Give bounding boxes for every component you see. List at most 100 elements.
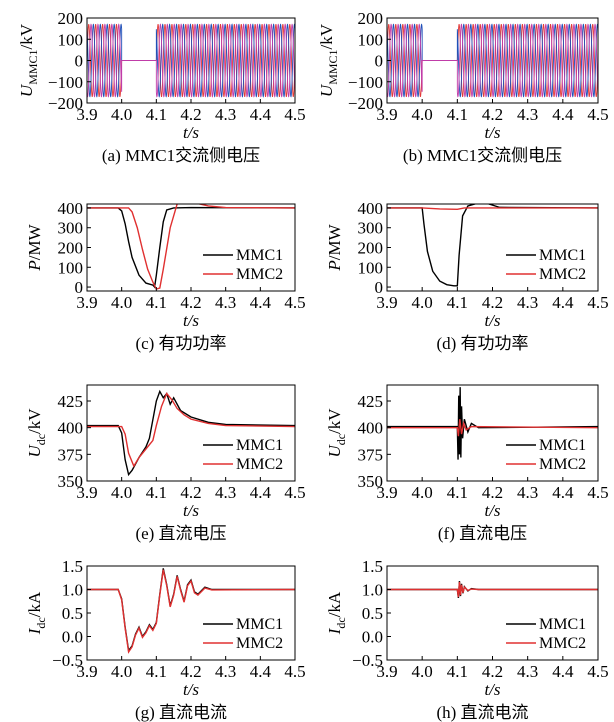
plot-area-a — [87, 23, 295, 98]
x-axis-label-h: t/s — [484, 680, 500, 699]
series-line-d-mmc1 — [387, 204, 598, 287]
x-tick-label-f-3: 4.2 — [482, 483, 503, 502]
y-axis-label-unit-a: /kV — [17, 23, 36, 49]
x-tick-label-a-2: 4.1 — [146, 105, 167, 124]
series-line-d-mmc2 — [387, 207, 598, 211]
x-tick-label-b-1: 4.0 — [412, 105, 433, 124]
y-tick-label-e-1: 400 — [58, 419, 84, 438]
y-axis-label-sub-g: dc — [34, 617, 48, 628]
x-axis-label-g: t/s — [183, 680, 199, 699]
legend-label-e-0: MMC1 — [236, 437, 283, 454]
y-tick-label-f-0: 425 — [358, 392, 384, 411]
legend-label-e-1: MMC2 — [236, 456, 283, 473]
y-tick-label-a-1: 100 — [58, 30, 84, 49]
x-tick-label-g-6: 4.5 — [284, 662, 305, 681]
x-tick-label-c-3: 4.2 — [180, 293, 201, 312]
plot-area-f — [387, 387, 598, 460]
x-tick-label-d-3: 4.2 — [482, 293, 503, 312]
x-axis-label-c: t/s — [183, 311, 199, 330]
panel-caption-b: (b) MMC1交流侧电压 — [403, 146, 562, 165]
y-tick-label-c-3: 100 — [58, 258, 84, 277]
legend-label-g-0: MMC1 — [236, 616, 283, 633]
plot-area-g — [87, 568, 295, 654]
y-axis-label-unit-h: /kA — [325, 591, 344, 617]
y-tick-label-c-1: 300 — [58, 219, 84, 238]
x-tick-label-g-1: 4.0 — [111, 662, 132, 681]
y-axis-label-unit-f: /kV — [325, 408, 344, 434]
x-tick-label-c-0: 3.9 — [76, 293, 97, 312]
x-tick-label-h-4: 4.3 — [517, 662, 538, 681]
x-tick-label-e-0: 3.9 — [76, 483, 97, 502]
panel-b: 3.9 4.0 4.1 4.2 4.3 4.4 4.5 200 100 0 −100 −200 t/s U… — [317, 9, 609, 165]
plot-area-h — [387, 580, 598, 599]
x-tick-label-b-5: 4.4 — [552, 105, 574, 124]
y-tick-label-d-1: 300 — [358, 219, 384, 238]
y-axis-label-f: Udc/kV — [325, 408, 348, 458]
legend-label-g-1: MMC2 — [236, 635, 283, 652]
x-tick-label-e-1: 4.0 — [111, 483, 132, 502]
legend-label-f-1: MMC2 — [539, 456, 586, 473]
series-line-a-phase-0 — [87, 24, 295, 97]
y-tick-label-c-4: 0 — [75, 278, 84, 297]
y-axis-label-c: P/MW — [25, 223, 44, 271]
x-axis-label-b: t/s — [484, 123, 500, 142]
x-axis-label-a: t/s — [183, 123, 199, 142]
y-tick-label-h-0: 1.5 — [362, 557, 383, 576]
x-tick-label-h-3: 4.2 — [482, 662, 503, 681]
y-axis-label-sub-f: dc — [334, 434, 348, 445]
y-axis-label-unit-c: /MW — [25, 223, 44, 260]
y-tick-label-g-3: 0.0 — [62, 628, 83, 647]
plot-area-d — [387, 204, 598, 287]
x-tick-label-d-0: 3.9 — [376, 293, 397, 312]
series-line-h-mmc2 — [387, 581, 598, 598]
y-tick-label-e-2: 375 — [58, 445, 84, 464]
plot-area-c — [87, 204, 295, 290]
y-tick-label-a-0: 200 — [58, 9, 84, 28]
x-tick-label-e-4: 4.3 — [215, 483, 236, 502]
panel-caption-c: (c) 有功功率 — [135, 334, 226, 353]
y-tick-label-a-2: 0 — [75, 52, 84, 71]
plot-area-e — [87, 389, 295, 477]
legend-label-h-0: MMC1 — [539, 616, 586, 633]
y-tick-label-h-4: −0.5 — [352, 651, 383, 670]
y-axis-label-main-g: I — [25, 627, 44, 635]
y-axis-label-sub-h: dc — [334, 617, 348, 628]
x-tick-label-c-4: 4.3 — [215, 293, 236, 312]
panel-e: 3.9 4.0 4.1 4.2 4.3 4.4 4.5 425 400 375 350 t/s Udc/… — [25, 384, 306, 543]
legend-label-f-0: MMC1 — [539, 437, 586, 454]
y-tick-label-c-0: 400 — [58, 199, 84, 218]
y-axis-label-sub-a: MMC1 — [26, 49, 40, 84]
y-axis-label-main-d: P — [325, 260, 344, 271]
y-tick-label-f-2: 375 — [358, 445, 384, 464]
x-tick-label-c-1: 4.0 — [111, 293, 132, 312]
x-tick-label-f-4: 4.3 — [517, 483, 538, 502]
y-tick-label-d-2: 200 — [358, 239, 384, 258]
panel-f: 3.9 4.0 4.1 4.2 4.3 4.4 4.5 425 400 375 350 t/s Udc/… — [325, 384, 609, 543]
y-axis-label-h: Idc/kA — [325, 591, 348, 635]
x-tick-label-h-5: 4.4 — [552, 662, 574, 681]
series-line-c-mmc1 — [87, 206, 295, 289]
series-line-c-mmc2 — [87, 204, 295, 290]
x-tick-label-b-4: 4.3 — [517, 105, 538, 124]
legend-label-d-1: MMC2 — [539, 266, 586, 283]
panel-a: 3.9 4.0 4.1 4.2 4.3 4.4 4.5 200 100 0 −100 −200 t/s U… — [17, 9, 306, 165]
panel-caption-e: (e) 直流电压 — [135, 524, 226, 543]
x-tick-label-g-3: 4.2 — [180, 662, 201, 681]
y-axis-label-main-h: I — [325, 627, 344, 635]
x-tick-label-f-2: 4.1 — [447, 483, 468, 502]
x-tick-label-a-3: 4.2 — [180, 105, 201, 124]
y-tick-label-b-0: 200 — [358, 9, 384, 28]
x-tick-label-d-2: 4.1 — [447, 293, 468, 312]
series-line-e-mmc2 — [87, 392, 295, 468]
series-line-b-phase-1 — [387, 23, 598, 98]
y-tick-label-a-3: −100 — [48, 73, 83, 92]
panel-caption-d: (d) 有功功率 — [436, 334, 528, 353]
x-tick-label-g-0: 3.9 — [76, 662, 97, 681]
y-axis-label-b: UMMC1/kV — [317, 23, 340, 97]
y-axis-label-a: UMMC1/kV — [17, 23, 40, 97]
series-line-a-phase-1 — [87, 23, 295, 98]
y-axis-label-unit-b: /kV — [317, 23, 336, 49]
y-tick-label-g-0: 1.5 — [62, 557, 83, 576]
